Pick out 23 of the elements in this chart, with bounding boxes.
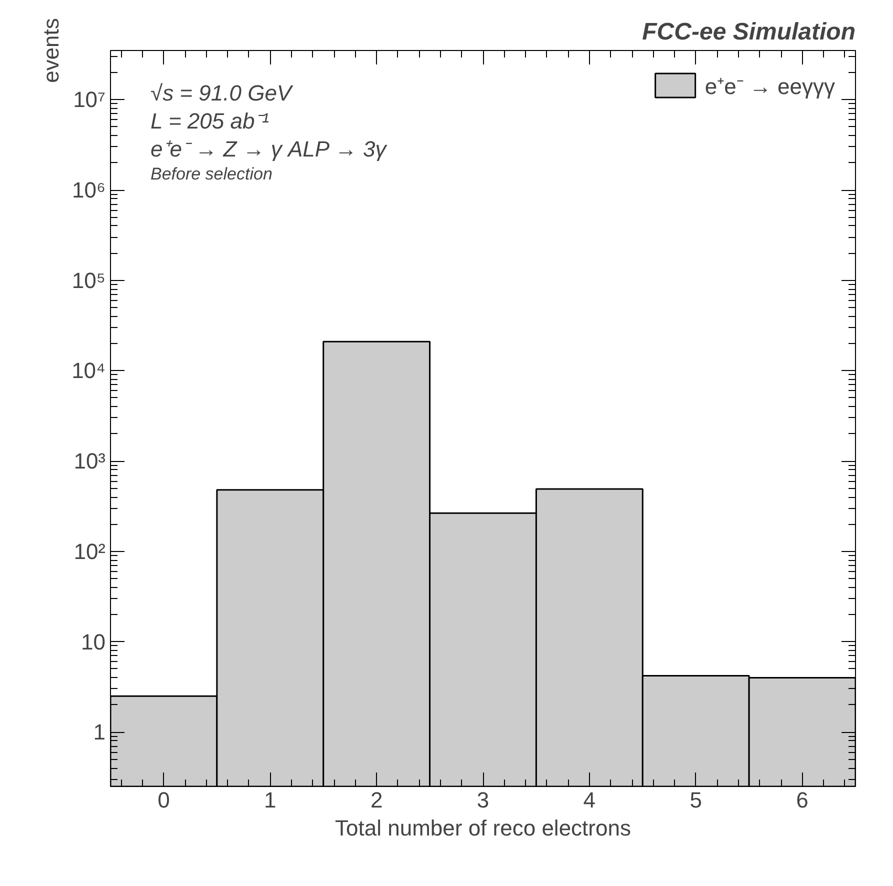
x-tick-label: 1 (264, 788, 276, 812)
y-tick-label: 10² (74, 538, 106, 564)
x-tick-label: 3 (476, 788, 490, 812)
annotation: L = 205 ab⁻¹ (150, 108, 270, 134)
x-tick-label: 4 (583, 788, 596, 812)
y-tick-label: 10⁶ (72, 178, 106, 203)
x-tick-label: 6 (796, 788, 808, 812)
y-tick-label: 10⁵ (72, 268, 106, 293)
x-axis-title: Total number of reco electrons (335, 816, 631, 840)
chart-title: FCC-ee Simulation (642, 18, 856, 46)
x-tick-label: 0 (158, 788, 170, 812)
x-tick-label: 5 (690, 788, 702, 812)
y-tick-label: 10 (81, 629, 106, 654)
annotation: √s = 91.0 GeV (150, 80, 294, 106)
y-axis-title: events (38, 18, 64, 83)
y-tick-label: 10³ (74, 448, 106, 474)
y-tick-label: 10⁷ (73, 87, 106, 112)
x-tick-label: 2 (370, 788, 383, 812)
y-tick-label: 10⁴ (72, 358, 106, 384)
legend-label: e⁺e⁻ → eeγγγ (704, 73, 835, 100)
annotation: Before selection (150, 164, 272, 184)
annotation: e⁺e⁻ → Z → γ ALP → 3γ (150, 136, 388, 162)
y-tick-label: 1 (93, 720, 106, 745)
